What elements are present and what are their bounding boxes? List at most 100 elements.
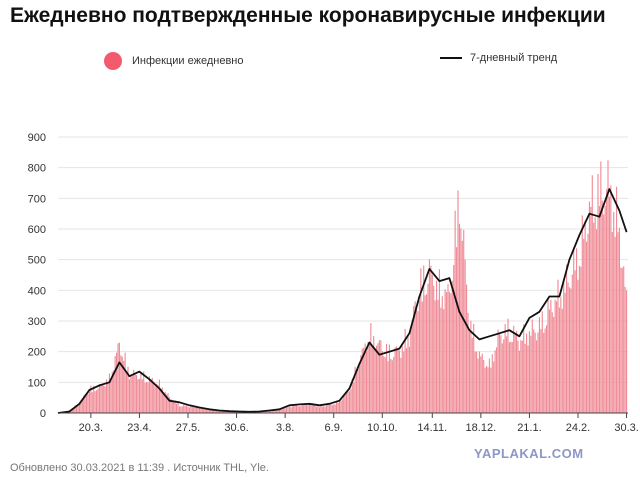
chart-title: Ежедневно подтвержденные коронавирусные … (10, 4, 606, 27)
bar (601, 200, 603, 413)
bar (354, 366, 356, 413)
bar (361, 348, 363, 413)
bar (423, 265, 425, 413)
x-tick-label: 21.1. (517, 422, 541, 434)
bar (286, 406, 288, 413)
bar (271, 410, 273, 413)
bar (290, 407, 292, 413)
bar (70, 410, 72, 413)
bar (151, 377, 153, 413)
bar (600, 161, 602, 413)
bar (480, 356, 482, 413)
bar (340, 401, 342, 413)
bar (353, 382, 355, 413)
bar (494, 350, 496, 413)
bar (283, 408, 285, 413)
bar (438, 269, 440, 413)
bar (557, 279, 559, 413)
bar (141, 379, 143, 413)
bar (91, 392, 93, 413)
bar (510, 341, 512, 413)
bar (210, 410, 212, 413)
bar (357, 369, 359, 413)
bar (618, 227, 620, 413)
bar (128, 379, 130, 413)
bar (424, 295, 426, 413)
legend-line-icon (440, 57, 462, 59)
bar (390, 359, 392, 413)
bar (556, 301, 558, 413)
bar (596, 229, 598, 413)
bar (518, 350, 520, 413)
bar (524, 343, 526, 413)
bar (394, 347, 396, 413)
footer-source: Обновлено 30.03.2021 в 11:39 . Источник … (10, 462, 269, 474)
bar (508, 342, 510, 413)
bar (138, 378, 140, 413)
bar (343, 396, 345, 413)
bar (88, 391, 90, 413)
bar (334, 404, 336, 413)
bar (223, 410, 225, 413)
bar (433, 285, 435, 413)
bar (611, 231, 613, 413)
bar (360, 355, 362, 413)
bar (351, 378, 353, 413)
bar (507, 318, 509, 413)
bar (608, 196, 610, 413)
bar (476, 351, 478, 413)
y-tick-label: 300 (28, 316, 46, 328)
bar (323, 406, 325, 413)
bar (301, 403, 303, 413)
x-tick-label: 30.6. (224, 422, 248, 434)
legend-label-trend: 7-дневный тренд (470, 52, 558, 64)
bar (144, 382, 146, 413)
bar (500, 335, 502, 413)
bar (193, 405, 195, 413)
bar (537, 332, 539, 413)
bar (187, 406, 189, 413)
bar (380, 340, 382, 413)
bar (341, 399, 343, 413)
bar (568, 287, 570, 413)
bar (473, 323, 475, 413)
bar (126, 371, 128, 413)
bar (410, 328, 412, 413)
bar (576, 248, 578, 413)
bar (587, 233, 589, 413)
bar (574, 270, 576, 413)
bar (370, 323, 372, 413)
bar (491, 354, 493, 413)
bar (536, 340, 538, 413)
bar (291, 406, 293, 413)
bar (583, 238, 585, 413)
bar (613, 212, 615, 413)
bar (420, 268, 422, 413)
bar (320, 405, 322, 413)
bar (493, 361, 495, 413)
x-tick-label: 6.9. (325, 422, 343, 434)
bar (540, 329, 542, 413)
y-tick-label: 500 (28, 255, 46, 267)
bar (477, 358, 479, 413)
bar (364, 343, 366, 413)
bar (191, 406, 193, 413)
bar (350, 389, 352, 413)
bar (617, 232, 619, 413)
bar (457, 190, 459, 413)
bar (431, 274, 433, 413)
bar (163, 393, 165, 413)
bar (538, 317, 540, 413)
bar (584, 220, 586, 413)
bar (333, 404, 335, 413)
bar (571, 274, 573, 413)
x-tick-label: 3.8. (276, 422, 294, 434)
bar (81, 398, 83, 413)
bar (468, 331, 470, 413)
bar (288, 406, 290, 413)
bar (426, 294, 428, 413)
bar (530, 335, 532, 413)
bar (287, 407, 289, 413)
bar (620, 267, 622, 413)
y-tick-label: 800 (28, 163, 46, 175)
